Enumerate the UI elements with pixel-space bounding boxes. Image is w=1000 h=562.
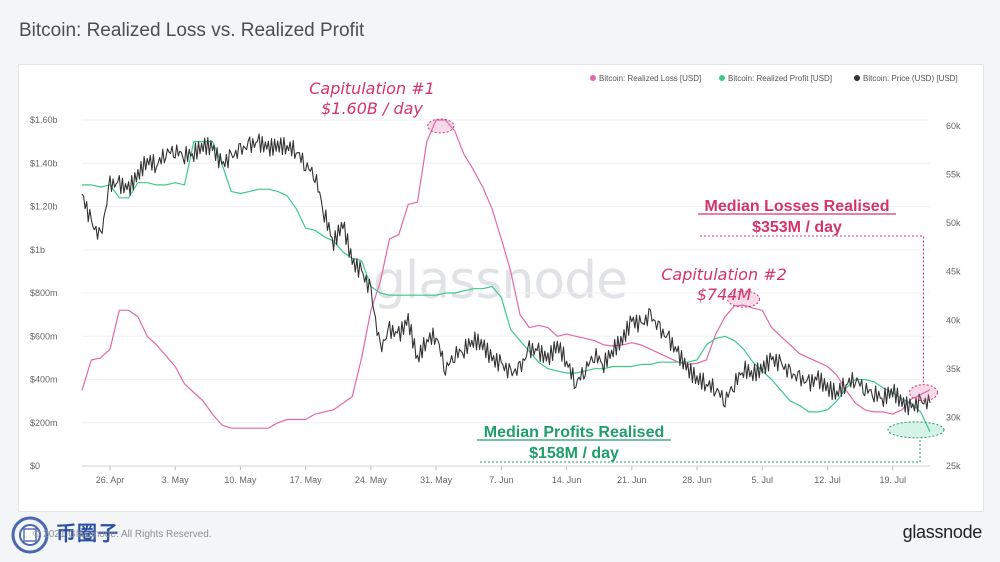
logo-text: 币圈子	[56, 523, 119, 545]
x-tick-label: 10. May	[224, 475, 257, 485]
y-right-tick-label: 35k	[946, 364, 961, 374]
y-left-tick-label: $400m	[30, 375, 58, 385]
y-left-tick-label: $1.60b	[30, 115, 58, 125]
y-right-tick-label: 25k	[946, 461, 961, 471]
series-line-realized-profit	[82, 141, 931, 433]
anno-cap1-marker	[427, 118, 455, 134]
x-tick-label: 31. May	[420, 475, 453, 485]
watermark-text: glassnode	[373, 251, 627, 311]
y-right-tick-label: 40k	[946, 315, 961, 325]
axes-layer: $0 $200m $400m $600m $800m $1b $1.20b $1.40b $1.…	[30, 115, 961, 485]
grid-layer	[82, 119, 930, 467]
anno-median-profit-value: $158M / day	[529, 445, 619, 462]
anno-cap2-title: Capitulation #2	[661, 265, 787, 284]
y-right-tick-label: 55k	[946, 170, 961, 180]
site-logo	[0, 509, 150, 562]
anno-median-profit-marker	[887, 421, 945, 439]
anno-median-loss-value: $353M / day	[752, 219, 842, 236]
x-tick-label: 28. Jun	[682, 475, 712, 485]
brand-wordmark: glassnode	[902, 522, 983, 542]
copyright-text: © 2021 Glassnode. All Rights Reserved.	[33, 529, 212, 540]
x-tick-label: 12. Jul	[814, 475, 841, 485]
anno-median-profit-connector	[480, 437, 921, 463]
anno-cap2-value: $744M	[697, 285, 752, 304]
series-line-realized-loss	[81, 119, 931, 429]
anno-median-loss-title: Median Losses Realised	[705, 198, 890, 215]
legend-swatch-2[interactable]	[854, 75, 860, 81]
series-layer	[81, 119, 931, 433]
x-tick-label: 5. Jul	[752, 475, 774, 485]
x-tick-label: 19. Jul	[879, 475, 906, 485]
annotations-layer: Capitulation #1$1.60B / day Capitulation …	[309, 79, 945, 463]
legend-swatch-0[interactable]	[590, 75, 596, 81]
anno-median-profit-title: Median Profits Realised	[484, 424, 665, 441]
x-tick-label: 26. Apr	[96, 475, 125, 485]
y-right-tick-label: 45k	[946, 267, 961, 277]
y-right-tick-label: 50k	[946, 218, 961, 228]
y-left-tick-label: $800m	[30, 288, 58, 298]
anno-cap1-value: $1.60B / day	[321, 99, 423, 118]
y-right-tick-label: 60k	[946, 121, 961, 131]
y-left-tick-label: $600m	[30, 331, 58, 341]
x-tick-label: 7. Jun	[489, 475, 514, 485]
legend[interactable]: Bitcoin: Realized Loss [USD] Bitcoin: Rea…	[590, 74, 958, 83]
x-tick-label: 24. May	[355, 475, 388, 485]
y-left-tick-label: $1.20b	[30, 202, 58, 212]
y-left-tick-label: $1b	[30, 245, 45, 255]
x-tick-label: 21. Jun	[617, 475, 647, 485]
legend-label-1[interactable]: Bitcoin: Realized Profit [USD]	[728, 74, 832, 83]
anno-cap2-marker	[727, 290, 761, 308]
x-tick-label: 14. Jun	[552, 475, 582, 485]
y-left-tick-label: $0	[30, 461, 40, 471]
legend-label-0[interactable]: Bitcoin: Realized Loss [USD]	[599, 74, 701, 83]
page-title: Bitcoin: Realized Loss vs. Realized Prof…	[19, 20, 365, 41]
anno-cap1-title: Capitulation #1	[309, 79, 435, 98]
legend-label-2[interactable]: Bitcoin: Price (USD) [USD]	[863, 74, 958, 83]
chart-panel	[18, 64, 984, 512]
legend-swatch-1[interactable]	[719, 75, 725, 81]
x-tick-label: 3. May	[162, 475, 190, 485]
y-left-tick-label: $1.40b	[30, 158, 58, 168]
series-line-price	[81, 133, 931, 416]
anno-median-loss-connector	[700, 235, 924, 385]
logo-icon	[11, 516, 49, 554]
y-left-tick-label: $200m	[30, 418, 58, 428]
anno-median-loss-marker	[908, 384, 938, 402]
x-tick-label: 17. May	[290, 475, 323, 485]
y-right-tick-label: 30k	[946, 412, 961, 422]
